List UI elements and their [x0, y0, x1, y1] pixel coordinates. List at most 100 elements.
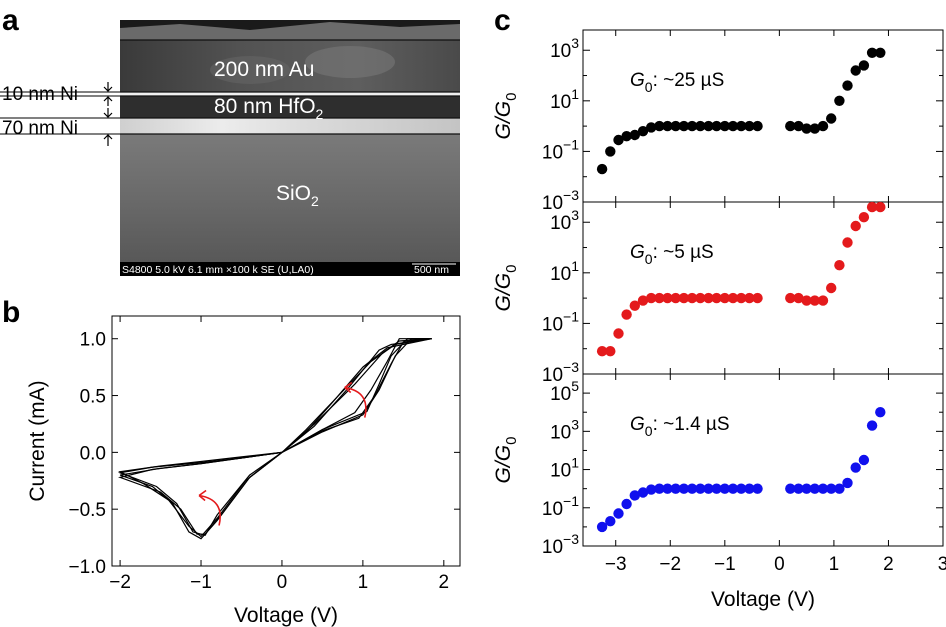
sem-hfo2-layer [120, 96, 460, 118]
conductance-point [817, 120, 829, 132]
conductance-point [744, 483, 755, 494]
conductance-point [613, 134, 624, 146]
conductance-point [654, 292, 665, 304]
conductance-point [793, 483, 804, 494]
conductance-point [711, 292, 722, 304]
sem-top-edge [120, 22, 460, 40]
conductance-point [809, 483, 820, 494]
conductance-point [850, 220, 861, 232]
panel-label-b: b [2, 296, 20, 329]
conductance-point [711, 120, 722, 132]
conductance-point [703, 120, 714, 132]
iv-x-tick-label: 0 [277, 572, 288, 593]
conductance-x-tick-label: 2 [883, 554, 894, 575]
conductance-point [686, 120, 698, 132]
thickness-arrow-icon [103, 96, 113, 106]
sem-sio2-layer [120, 134, 460, 262]
iv-axes: −2 −1 0 1 2 −1.0 −0.5 0.0 0.5 1.0 [68, 316, 460, 593]
iv-series-line [118, 338, 432, 535]
iv-y-tick-label: −0.5 [68, 500, 106, 521]
conductance-point [646, 484, 657, 495]
iv-x-tick-label: −2 [109, 572, 131, 593]
conductance-point [596, 346, 608, 357]
conductance-point [637, 487, 649, 498]
sem-ni-thick-layer [120, 118, 460, 134]
iv-y-tick-label: 0.5 [80, 387, 106, 408]
conductance-point [646, 122, 657, 133]
conductance-point [834, 260, 845, 271]
sem-ni-thin-layer [120, 92, 460, 96]
iv-y-tick-label: −1.0 [68, 557, 106, 578]
conductance-point [711, 483, 722, 494]
cycle-direction-arrow [344, 386, 367, 418]
conductance-x-tick-label: 1 [829, 554, 840, 575]
sem-info-bar [120, 262, 460, 276]
conductance-x-tick-label: −2 [659, 554, 681, 575]
conductance-point [670, 292, 681, 304]
iv-annotations [198, 381, 367, 526]
sem-au-layer [120, 40, 460, 92]
conductance-y-tick-label: 101 [550, 86, 579, 113]
conductance-point [596, 163, 608, 175]
conductance-point [744, 292, 755, 304]
conductance-legend: G0: ~25 µS [630, 70, 724, 95]
conductance-point [727, 483, 739, 494]
sem-au-grain [305, 46, 395, 78]
conductance-y-tick-label: 103 [550, 207, 579, 234]
conductance-ylabel: G/G0 [492, 437, 520, 484]
sem-scale-bar-label: 500 nm [414, 264, 449, 276]
thickness-arrow-icon [103, 134, 113, 146]
conductance-legend: G0: ~1.4 µS [630, 414, 730, 439]
conductance-point [613, 508, 624, 519]
conductance-point [605, 146, 616, 157]
conductance-point [858, 60, 870, 71]
conductance-y-tick-label: 10−3 [542, 531, 579, 558]
conductance-point [678, 120, 690, 132]
conductance-point [785, 120, 796, 132]
conductance-point [670, 120, 681, 132]
conductance-point [793, 292, 804, 304]
iv-series-line [117, 338, 432, 537]
conductance-chart-1-4uS: −3 −2 −1 0 1 2 3 10−3 10−1 101 103 105 G/G0 G0: ~1.4 … [492, 373, 946, 575]
iv-curves [117, 338, 432, 540]
conductance-point [695, 120, 706, 132]
conductance-point [719, 292, 730, 304]
conductance-point [703, 483, 714, 494]
conductance-point [866, 201, 878, 213]
conductance-point [727, 120, 739, 132]
iv-plot-frame [111, 315, 461, 567]
conductance-point [654, 483, 665, 494]
conductance-point [785, 483, 796, 494]
conductance-point [670, 483, 681, 494]
conductance-point [736, 292, 747, 304]
conductance-chart-25uS: 10−3 10−1 101 103 G/G0 G0: ~25 µS [492, 29, 944, 214]
conductance-plot-frame [582, 29, 944, 203]
conductance-point [809, 123, 820, 134]
conductance-point [727, 292, 739, 304]
conductance-y-tick-label: 103 [550, 35, 579, 62]
conductance-y-tick-label: 101 [550, 455, 579, 482]
conductance-point [826, 483, 837, 494]
conductance-plot-frame [582, 373, 944, 547]
conductance-point [695, 292, 706, 304]
iv-ylabel: Current (mA) [26, 380, 49, 501]
conductance-point [842, 80, 853, 91]
conductance-plot-frame [582, 201, 944, 375]
conductance-y-tick-label: 101 [550, 258, 579, 285]
iv-series-line [118, 338, 432, 538]
conductance-y-tick-label: 10−3 [542, 359, 579, 386]
conductance-point [793, 120, 804, 132]
conductance-x-tick-label: −3 [605, 554, 627, 575]
conductance-point [678, 292, 690, 304]
conductance-point [654, 120, 665, 132]
conductance-point [686, 292, 698, 304]
conductance-point [719, 120, 730, 132]
conductance-point [834, 483, 845, 494]
conductance-point [834, 95, 845, 107]
iv-chart: −2 −1 0 1 2 −1.0 −0.5 0.0 0.5 1.0 Voltage (V) Cur… [26, 315, 461, 627]
iv-x-tick-label: −1 [190, 572, 212, 593]
conductance-point [875, 47, 886, 58]
conductance-point [686, 483, 698, 494]
sem-label-sio2: SiO2 [276, 182, 319, 209]
